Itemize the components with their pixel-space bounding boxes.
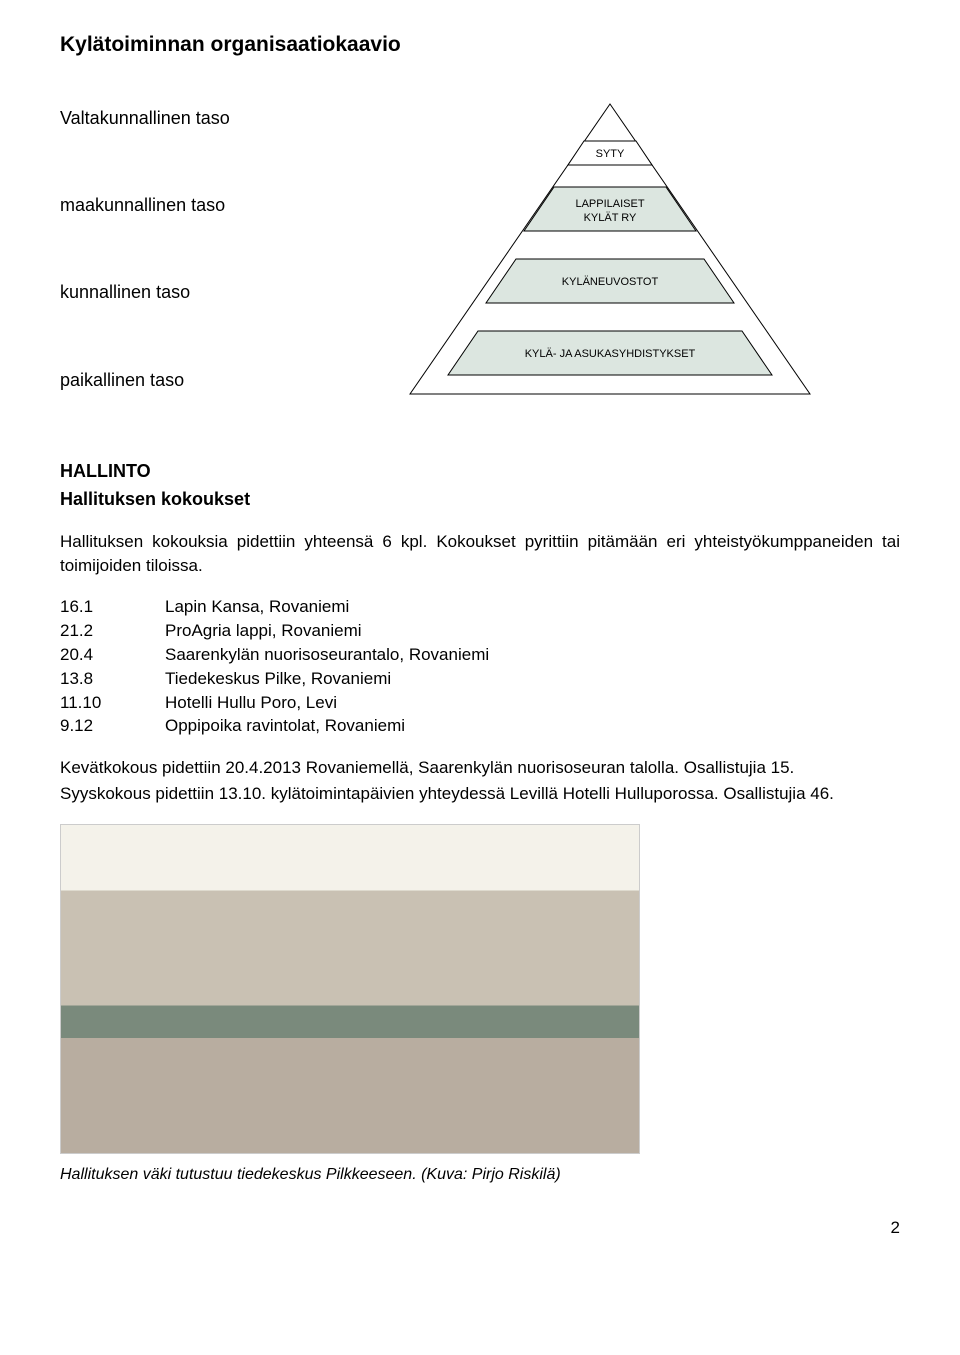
section-subheading: Hallituksen kokoukset (60, 487, 900, 512)
pyramid-label-1: SYTY (596, 148, 625, 160)
meeting-list: 16.1 Lapin Kansa, Rovaniemi 21.2 ProAgri… (60, 595, 900, 738)
pyramid-label-3: KYLÄNEUVOSTOT (562, 276, 659, 288)
meeting-date: 13.8 (60, 667, 165, 691)
paragraph-autumn: Syyskokous pidettiin 13.10. kylätoiminta… (60, 782, 900, 806)
paragraph-spring: Kevätkokous pidettiin 20.4.2013 Rovaniem… (60, 756, 900, 780)
page-number: 2 (60, 1216, 900, 1240)
pyramid-diagram: SYTY LAPPILAISET KYLÄT RY KYLÄNEUVOSTOT … (320, 99, 900, 399)
photo-caption: Hallituksen väki tutustuu tiedekeskus Pi… (60, 1164, 900, 1186)
meeting-row: 20.4 Saarenkylän nuorisoseurantalo, Rova… (60, 643, 900, 667)
level-label: kunnallinen taso (60, 280, 320, 305)
pyramid-label-2a: LAPPILAISET (575, 198, 644, 210)
pyramid-label-2b: KYLÄT RY (584, 212, 637, 224)
meeting-place: Lapin Kansa, Rovaniemi (165, 595, 349, 619)
page-title: Kylätoiminnan organisaatiokaavio (60, 30, 900, 59)
paragraph-intro: Hallituksen kokouksia pidettiin yhteensä… (60, 530, 900, 578)
meeting-place: Tiedekeskus Pilke, Rovaniemi (165, 667, 391, 691)
level-label: maakunnallinen taso (60, 193, 320, 218)
meeting-date: 11.10 (60, 691, 165, 715)
pyramid-label-4: KYLÄ- JA ASUKASYHDISTYKSET (525, 348, 696, 360)
meeting-row: 9.12 Oppipoika ravintolat, Rovaniemi (60, 714, 900, 738)
meeting-date: 21.2 (60, 619, 165, 643)
meeting-place: Saarenkylän nuorisoseurantalo, Rovaniemi (165, 643, 489, 667)
meeting-row: 13.8 Tiedekeskus Pilke, Rovaniemi (60, 667, 900, 691)
meeting-place: ProAgria lappi, Rovaniemi (165, 619, 362, 643)
pyramid-svg: SYTY LAPPILAISET KYLÄT RY KYLÄNEUVOSTOT … (400, 99, 820, 399)
meeting-date: 16.1 (60, 595, 165, 619)
level-label: Valtakunnallinen taso (60, 106, 320, 131)
meeting-row: 16.1 Lapin Kansa, Rovaniemi (60, 595, 900, 619)
meeting-place: Oppipoika ravintolat, Rovaniemi (165, 714, 405, 738)
org-chart-section: Valtakunnallinen taso maakunnallinen tas… (60, 99, 900, 399)
meeting-place: Hotelli Hullu Poro, Levi (165, 691, 337, 715)
level-label: paikallinen taso (60, 368, 320, 393)
meeting-date: 9.12 (60, 714, 165, 738)
org-level-labels: Valtakunnallinen taso maakunnallinen tas… (60, 106, 320, 393)
meeting-date: 20.4 (60, 643, 165, 667)
meeting-row: 11.10 Hotelli Hullu Poro, Levi (60, 691, 900, 715)
section-heading: HALLINTO (60, 459, 900, 484)
meeting-row: 21.2 ProAgria lappi, Rovaniemi (60, 619, 900, 643)
photo-placeholder (60, 824, 640, 1154)
